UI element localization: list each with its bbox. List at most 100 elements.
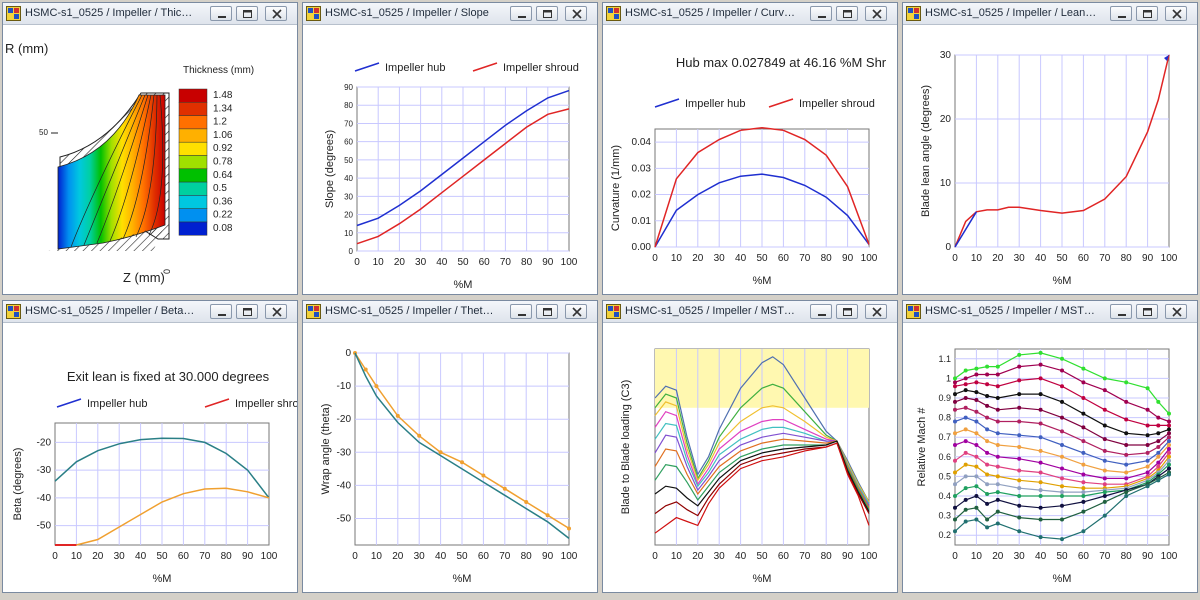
data-point: [1038, 505, 1043, 510]
data-point: [974, 484, 979, 489]
x-tick-label: 20: [394, 257, 406, 268]
close-button[interactable]: [1165, 304, 1187, 319]
chart-window-6[interactable]: HSMC-s1_0525 / Impeller / Thet… 0 10 20 30 40…: [302, 300, 598, 593]
minimize-button[interactable]: [810, 6, 832, 21]
data-point: [953, 419, 957, 424]
data-point: [953, 517, 957, 522]
legend-label: Impeller shroud: [503, 62, 579, 74]
window-titlebar[interactable]: HSMC-s1_0525 / Impeller / MST…: [903, 301, 1197, 323]
minimize-button[interactable]: [210, 6, 232, 21]
data-point: [1102, 476, 1107, 481]
close-button[interactable]: [265, 304, 287, 319]
x-tick-label: 40: [435, 551, 447, 562]
data-point: [1102, 494, 1107, 498]
x-tick-label: 30: [1014, 551, 1026, 562]
maximize-icon: [1143, 308, 1152, 316]
y-tick-label: -30: [337, 447, 352, 458]
data-point: [995, 396, 1000, 400]
legend-color-box: [178, 208, 208, 223]
hub-series-line: [354, 352, 570, 539]
data-point: [1038, 460, 1043, 465]
data-point: [1060, 415, 1064, 420]
maximize-button[interactable]: [536, 6, 558, 21]
x-tick-label: 50: [756, 551, 768, 562]
x-tick-label: 100: [561, 551, 578, 562]
minimize-button[interactable]: [210, 304, 232, 319]
minimize-button[interactable]: [810, 304, 832, 319]
data-point: [953, 407, 957, 412]
legend-level-label: 0.08: [213, 223, 233, 234]
data-point: [995, 509, 1000, 514]
x-tick-label: 50: [156, 551, 168, 562]
data-point: [1038, 362, 1043, 367]
data-point: [1167, 458, 1171, 463]
window-titlebar[interactable]: HSMC-s1_0525 / Impeller / Slope: [303, 3, 597, 25]
close-button[interactable]: [1165, 6, 1187, 21]
data-point: [985, 517, 990, 522]
x-tick-label: 70: [199, 551, 211, 562]
data-point: [985, 439, 990, 444]
window-titlebar[interactable]: HSMC-s1_0525 / Impeller / Thic…: [3, 3, 297, 25]
y-tick-label: 30: [940, 50, 952, 61]
chart-window-7[interactable]: HSMC-s1_0525 / Impeller / MST… 0 10 20 30 40 5…: [602, 300, 898, 593]
close-icon: [572, 9, 582, 19]
window-titlebar[interactable]: HSMC-s1_0525 / Impeller / MST…: [603, 301, 897, 323]
maximize-button[interactable]: [836, 6, 858, 21]
maximize-button[interactable]: [1136, 6, 1158, 21]
data-point: [1156, 423, 1161, 428]
data-point: [985, 403, 990, 408]
x-tick-label: 90: [542, 257, 554, 268]
contour-line: [135, 94, 158, 238]
chart-4: 0 10 20 30 40 50 60 70 80 90 100 0 10 20 30 %M Blade lea…: [920, 50, 1178, 287]
chart-window-5[interactable]: HSMC-s1_0525 / Impeller / Beta… Exit lean…: [2, 300, 298, 593]
data-point: [1017, 405, 1022, 410]
close-button[interactable]: [265, 6, 287, 21]
chart-window-3[interactable]: HSMC-s1_0525 / Impeller / Curv… Hub max 0…: [602, 2, 898, 295]
maximize-button[interactable]: [236, 304, 258, 319]
window-titlebar[interactable]: HSMC-s1_0525 / Impeller / Thet…: [303, 301, 597, 323]
x-tick-label: 20: [92, 551, 104, 562]
minimize-button[interactable]: [510, 6, 532, 21]
chart-window-2[interactable]: HSMC-s1_0525 / Impeller / Slope Impeller …: [302, 2, 598, 295]
chart-window-8[interactable]: HSMC-s1_0525 / Impeller / MST… 0 10 20 30 40 5…: [902, 300, 1198, 593]
minimize-button[interactable]: [1110, 304, 1132, 319]
data-point: [995, 372, 1000, 377]
legend-swatch: [472, 62, 498, 72]
close-button[interactable]: [865, 304, 887, 319]
y-tick-label: 0.6: [938, 452, 951, 462]
close-button[interactable]: [565, 6, 587, 21]
y-tick-label: 50: [344, 156, 353, 165]
data-point: [1156, 439, 1161, 444]
x-tick-label: 40: [1035, 253, 1047, 264]
y-tick-label: 0.5: [938, 471, 951, 481]
chart-window-4[interactable]: HSMC-s1_0525 / Impeller / Lean… 0 10 20 30 40…: [902, 2, 1198, 295]
maximize-button[interactable]: [836, 304, 858, 319]
close-button[interactable]: [565, 304, 587, 319]
minimize-button[interactable]: [510, 304, 532, 319]
y-tick-label: 10: [344, 229, 353, 238]
minimize-button[interactable]: [1110, 6, 1132, 21]
data-point: [1038, 517, 1043, 522]
window-titlebar[interactable]: HSMC-s1_0525 / Impeller / Curv…: [603, 3, 897, 25]
window-titlebar[interactable]: HSMC-s1_0525 / Impeller / Lean…: [903, 3, 1197, 25]
data-point: [963, 439, 968, 444]
data-point: [1102, 482, 1107, 487]
data-point: [1102, 376, 1107, 381]
maximize-button[interactable]: [236, 6, 258, 21]
window-titlebar[interactable]: HSMC-s1_0525 / Impeller / Beta…: [3, 301, 297, 323]
window-title: HSMC-s1_0525 / Impeller / Beta…: [25, 305, 195, 317]
shroud-series-line: [356, 108, 570, 245]
data-point: [985, 394, 990, 399]
data-point: [963, 396, 968, 400]
maximize-button[interactable]: [536, 304, 558, 319]
y-tick-label: 70: [344, 119, 353, 128]
chart-window-1[interactable]: HSMC-s1_0525 / Impeller / Thic… R (mm) Z (…: [2, 2, 298, 295]
close-icon: [572, 307, 582, 317]
data-point: [974, 366, 979, 371]
maximize-button[interactable]: [1136, 304, 1158, 319]
x-tick-label: 30: [714, 253, 726, 264]
close-button[interactable]: [865, 6, 887, 21]
maximize-icon: [543, 10, 552, 18]
data-point: [1081, 494, 1086, 498]
x-tick-label: 60: [1078, 253, 1090, 264]
